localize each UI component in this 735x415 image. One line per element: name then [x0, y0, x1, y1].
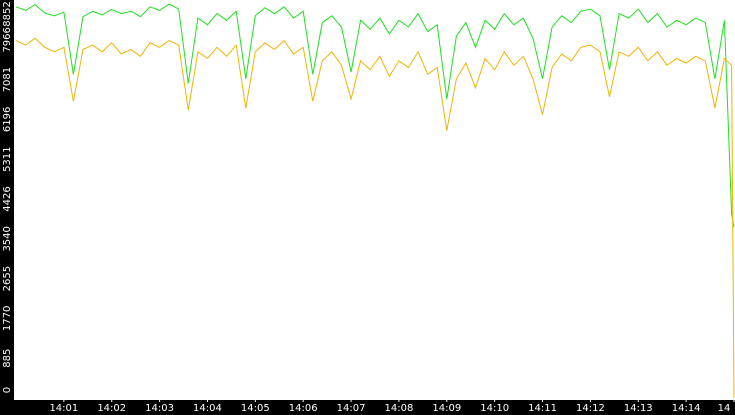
- y-tick-label: 5311: [2, 146, 13, 171]
- x-tick-label: 14:14: [672, 403, 701, 414]
- y-tick-label: 4426: [2, 186, 13, 211]
- y-tick-label: 1770: [2, 306, 13, 331]
- x-tick-label: 14:09: [432, 403, 461, 414]
- y-tick-label: 7081: [2, 67, 13, 92]
- x-tick-label: 14:12: [576, 403, 605, 414]
- y-tick-label: 3540: [2, 226, 13, 251]
- x-tick-label: 14:13: [624, 403, 653, 414]
- x-axis-strip: [0, 400, 735, 415]
- series-line: [15, 3, 735, 228]
- x-tick-label: 14:01: [49, 403, 78, 414]
- x-tick-label: 14:06: [289, 403, 318, 414]
- x-tick-label: 14: [718, 403, 731, 414]
- x-tick-label: 14:08: [385, 403, 414, 414]
- x-tick-label: 14:02: [97, 403, 126, 414]
- x-tick-label: 14:11: [528, 403, 557, 414]
- y-tick-label: 6196: [2, 107, 13, 132]
- x-tick-label: 14:05: [241, 403, 270, 414]
- y-tick-label: 8852: [2, 1, 13, 26]
- y-tick-label: 885: [2, 349, 13, 368]
- x-tick-label: 14:10: [480, 403, 509, 414]
- y-axis-strip: [0, 0, 14, 415]
- y-tick-label: 7966: [2, 27, 13, 52]
- x-tick-label: 14:03: [145, 403, 174, 414]
- x-tick-label: 14:07: [337, 403, 366, 414]
- y-tick-label: 2655: [2, 266, 13, 291]
- y-tick-label: 0: [2, 387, 13, 393]
- series-line: [15, 37, 735, 399]
- x-tick-label: 14:04: [193, 403, 222, 414]
